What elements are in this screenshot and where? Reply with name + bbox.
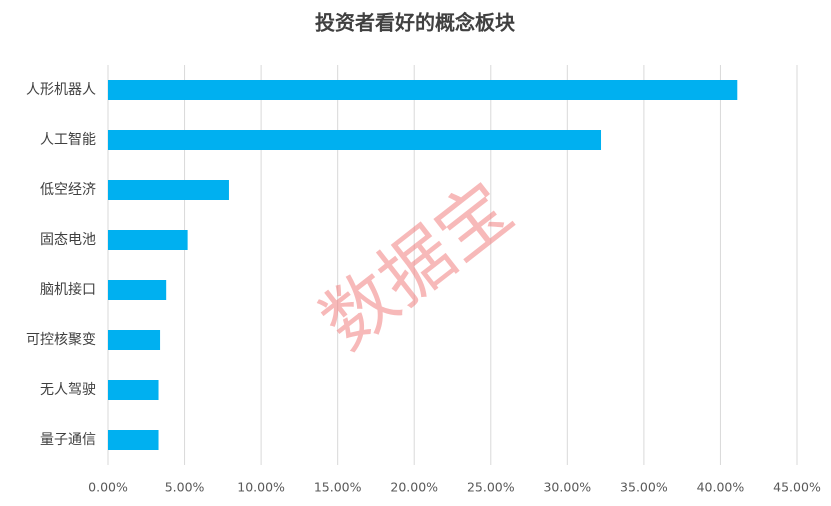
y-tick-label: 固态电池 <box>40 232 96 248</box>
x-tick-label: 35.00% <box>620 480 668 495</box>
y-tick-label: 可控核聚变 <box>26 332 96 348</box>
x-tick-label: 0.00% <box>88 480 128 495</box>
y-tick-label: 人工智能 <box>40 132 96 148</box>
bar <box>108 80 738 100</box>
y-tick-label: 人形机器人 <box>26 82 96 98</box>
y-tick-label: 量子通信 <box>40 432 96 448</box>
x-tick-label: 15.00% <box>314 480 362 495</box>
x-tick-label: 45.00% <box>773 480 821 495</box>
y-tick-label: 低空经济 <box>40 182 96 198</box>
x-tick-label: 10.00% <box>237 480 285 495</box>
bar <box>108 330 161 350</box>
watermark: 数据宝 <box>306 166 528 365</box>
bar <box>108 430 159 450</box>
bar <box>108 130 602 150</box>
bar <box>108 230 188 250</box>
y-tick-label: 无人驾驶 <box>40 382 96 398</box>
bar <box>108 280 167 300</box>
bar <box>108 180 229 200</box>
bar <box>108 380 159 400</box>
x-tick-label: 40.00% <box>697 480 745 495</box>
y-tick-label: 脑机接口 <box>40 281 96 298</box>
x-tick-label: 25.00% <box>467 480 515 495</box>
x-tick-label: 30.00% <box>543 480 591 495</box>
x-tick-label: 20.00% <box>390 480 438 495</box>
x-tick-label: 5.00% <box>165 480 205 495</box>
chart-title: 投资者看好的概念板块 <box>315 11 516 35</box>
